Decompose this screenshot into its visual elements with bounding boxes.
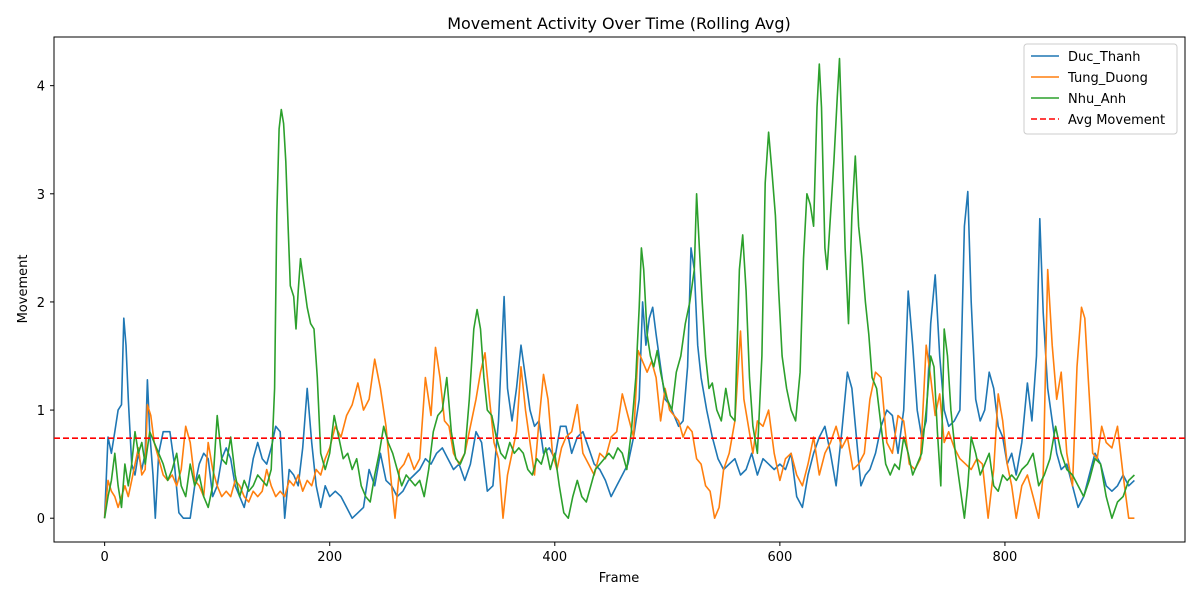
x-tick-label: 800 — [993, 550, 1018, 565]
x-tick-label: 600 — [767, 550, 792, 565]
legend-box — [1023, 43, 1178, 135]
legend-label: Nhu_Anh — [1068, 92, 1126, 107]
y-axis-label: Movement — [16, 255, 31, 324]
y-tick-label: 0 — [37, 512, 45, 527]
x-axis: 0 200 400 600 800 — [101, 542, 1018, 565]
y-tick-label: 4 — [37, 80, 45, 95]
chart-title: Movement Activity Over Time (Rolling Avg… — [447, 14, 791, 33]
series-line-duc-thanh — [103, 190, 1135, 519]
x-tick-label: 200 — [317, 550, 342, 565]
series-lines — [103, 57, 1135, 519]
legend-label: Duc_Thanh — [1068, 50, 1141, 65]
x-tick-label: 400 — [542, 550, 567, 565]
plot-area — [53, 36, 1186, 543]
legend-label: Avg Movement — [1068, 113, 1165, 128]
x-axis-label: Frame — [599, 571, 640, 586]
y-axis: 0 1 2 3 4 — [37, 80, 54, 527]
legend-label: Tung_Duong — [1067, 71, 1148, 86]
x-tick-label: 0 — [101, 550, 109, 565]
y-tick-label: 2 — [37, 296, 45, 311]
legend: Duc_Thanh Tung_Duong Nhu_Anh Avg Movement — [1023, 43, 1178, 135]
series-line-nhu-anh — [103, 57, 1135, 519]
series-line-tung-duong — [103, 268, 1135, 519]
y-tick-label: 3 — [37, 188, 45, 203]
y-tick-label: 1 — [37, 404, 45, 419]
